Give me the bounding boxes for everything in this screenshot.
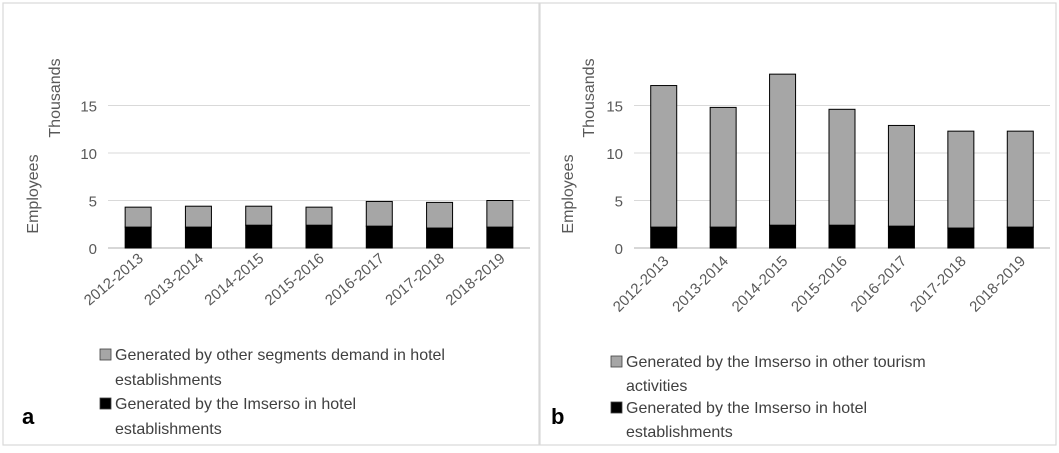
bar-other (650, 85, 678, 228)
legend-label-cont: activities (626, 378, 687, 395)
legend-label-cont: establishments (115, 372, 222, 389)
y-axis-label: Employees (560, 154, 577, 233)
legend-label: Generated by other segments demand in ho… (115, 347, 445, 364)
bar-imserso-hotel (184, 226, 212, 249)
bar-other (486, 200, 514, 228)
legend-swatch (99, 348, 112, 361)
y-tick-label: 15 (606, 99, 623, 116)
y-tick-label: 10 (80, 146, 97, 163)
bar-imserso-hotel (245, 224, 273, 249)
y-tick-label: 5 (89, 194, 97, 211)
bar-other (426, 201, 454, 229)
bar-other (305, 206, 333, 226)
bar-other (184, 205, 212, 228)
bar-imserso-hotel (769, 224, 797, 249)
legend-label-cont: establishments (626, 424, 733, 441)
legend-label: Generated by the Imserso in hotel (115, 396, 356, 413)
bar-imserso-hotel (947, 227, 975, 249)
bar-other (1006, 130, 1034, 228)
bar-imserso-hotel (365, 225, 393, 249)
bar-imserso-hotel (709, 226, 737, 249)
bar-imserso-hotel (887, 225, 915, 249)
y-tick-label: 0 (89, 241, 97, 258)
y-tick-label: 15 (80, 99, 97, 116)
bar-other (709, 106, 737, 228)
bar-other (124, 206, 152, 228)
legend-swatch (99, 397, 112, 410)
bar-other (769, 73, 797, 226)
bar-imserso-hotel (305, 224, 333, 249)
y-axis-unit: Thousands (581, 58, 598, 137)
bar-imserso-hotel (650, 226, 678, 249)
legend-label-cont: establishments (115, 421, 222, 438)
y-tick-label: 0 (615, 241, 623, 258)
y-axis-unit: Thousands (47, 58, 64, 137)
y-tick-label: 10 (606, 146, 623, 163)
y-axis-label: Employees (25, 154, 42, 233)
y-tick-label: 5 (615, 194, 623, 211)
legend-swatch (610, 355, 623, 368)
panel-label: a (22, 404, 35, 429)
bar-other (947, 130, 975, 229)
bar-imserso-hotel (426, 227, 454, 249)
legend-label: Generated by the Imserso in hotel (626, 400, 867, 417)
frame-b (539, 2, 1057, 446)
bar-imserso-hotel (486, 226, 514, 249)
bar-imserso-hotel (124, 226, 152, 249)
bar-other (887, 124, 915, 227)
bar-imserso-hotel (828, 224, 856, 249)
panel-label: b (551, 404, 564, 429)
legend-swatch (610, 401, 623, 414)
bar-imserso-hotel (1006, 226, 1034, 249)
legend-label: Generated by the Imserso in other touris… (626, 354, 926, 371)
bar-other (245, 205, 273, 226)
bar-other (828, 108, 856, 226)
bar-other (365, 200, 393, 227)
